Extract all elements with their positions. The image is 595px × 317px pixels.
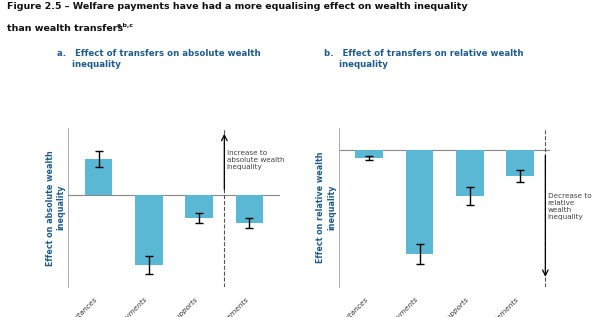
Text: Figure 2.5 – Welfare payments have had a more equalising effect on wealth inequa: Figure 2.5 – Welfare payments have had a…	[7, 2, 468, 10]
Text: a.   Effect of transfers on absolute wealth
     inequality: a. Effect of transfers on absolute wealt…	[57, 49, 260, 69]
Bar	[406, 150, 433, 254]
Text: b.   Effect of transfers on relative wealth
     inequality: b. Effect of transfers on relative wealt…	[324, 49, 524, 69]
Bar	[506, 150, 534, 176]
Bar	[135, 195, 162, 265]
Bar	[456, 150, 484, 196]
Text: Decrease to
relative
wealth
inequality: Decrease to relative wealth inequality	[548, 193, 591, 220]
Y-axis label: Effect on relative wealth
inequality: Effect on relative wealth inequality	[317, 152, 336, 263]
Y-axis label: Effect on absolute wealth
inequality: Effect on absolute wealth inequality	[46, 150, 65, 266]
Bar	[355, 150, 383, 158]
Bar	[236, 195, 264, 223]
Text: Increase to
absolute wealth
inequality: Increase to absolute wealth inequality	[227, 150, 284, 170]
Text: a,b,c: a,b,c	[117, 23, 134, 28]
Bar	[84, 159, 112, 195]
Text: than wealth transfers: than wealth transfers	[7, 24, 123, 33]
Bar	[186, 195, 213, 218]
